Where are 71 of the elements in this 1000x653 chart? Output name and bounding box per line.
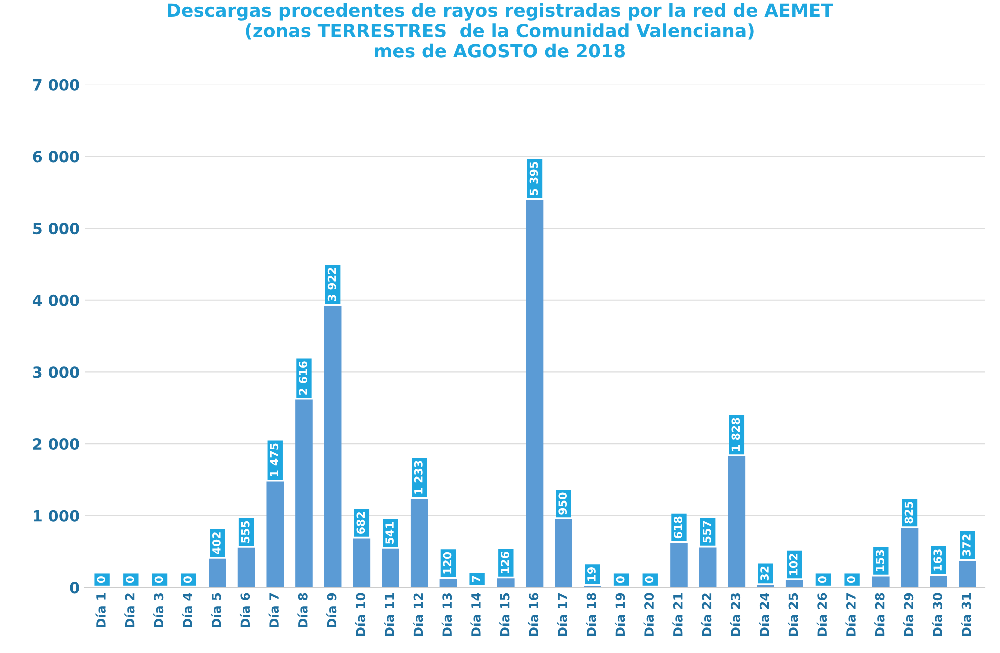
data-label: 19 [588, 568, 596, 582]
data-label: 0 [818, 576, 827, 584]
y-tick-label: 3 000 [33, 366, 80, 378]
chart-title: Descargas procedentes de rayos registradas por la red de AEMET (zonas TERRESTRES de la Comunidad Valenciana) mes de AGOSTO de 2018 [168, 3, 834, 58]
x-tick-label: Día 11 [384, 593, 394, 636]
data-label: 1 233 [414, 461, 423, 494]
data-label: 555 [242, 521, 250, 543]
x-tick-label: Día 19 [614, 593, 626, 636]
data-label: 557 [703, 521, 712, 543]
x-tick-label: Día 17 [557, 594, 568, 636]
x-tick-label: Día 28 [874, 593, 885, 636]
x-tick-label: Día 24 [759, 593, 770, 636]
data-label: 3 922 [328, 268, 336, 302]
data-label: 1 828 [732, 418, 740, 452]
y-tick-label: 1 000 [34, 510, 80, 522]
data-label: 126 [500, 552, 510, 574]
data-label: 0 [847, 576, 856, 584]
data-label: 0 [616, 576, 625, 584]
data-label: 163 [934, 550, 942, 571]
data-label: 372 [962, 534, 971, 556]
data-label: 32 [760, 566, 769, 581]
data-label: 0 [154, 576, 164, 584]
x-tick-label: Día 4 [182, 593, 192, 628]
x-tick-label: Día 18 [586, 593, 596, 636]
x-tick-label: Día 14 [470, 593, 481, 636]
x-tick-label: Día 10 [355, 593, 366, 636]
x-tick-label: Día 27 [846, 594, 856, 636]
y-tick-label: 0 [70, 582, 80, 594]
data-label: 825 [904, 502, 914, 524]
x-tick-label: Día 30 [932, 593, 942, 636]
x-tick-label: Día 31 [961, 593, 972, 636]
x-tick-label: Día 22 [702, 594, 712, 636]
data-label: 0 [126, 576, 134, 584]
x-tick-label: Día 6 [240, 593, 250, 628]
data-label: 153 [876, 550, 884, 572]
data-label: 7 [472, 576, 480, 582]
y-tick-label: 4 000 [32, 294, 80, 306]
x-tick-label: Día 8 [298, 593, 308, 628]
x-tick-label: Día 15 [500, 593, 510, 636]
x-tick-label: Día 20 [644, 593, 654, 636]
data-label: 682 [356, 512, 366, 534]
x-tick-label: Día 12 [413, 594, 424, 636]
x-tick-label: Día 21 [672, 593, 683, 636]
x-tick-label: Día 7 [268, 594, 280, 628]
data-label: 1 475 [270, 444, 279, 476]
x-tick-label: Día 25 [788, 593, 798, 636]
data-label: 0 [645, 576, 654, 584]
data-label: 618 [674, 516, 682, 539]
x-tick-label: Día 26 [816, 593, 828, 636]
y-tick-label: 7 000 [33, 79, 80, 91]
x-tick-label: Día 16 [528, 593, 539, 636]
x-tick-label: Día 3 [153, 594, 164, 628]
x-tick-label: Día 1 [96, 593, 106, 628]
data-label: 950 [558, 492, 568, 515]
x-tick-label: Día 9 [326, 593, 337, 628]
x-tick-label: Día 29 [903, 593, 914, 636]
data-label: 402 [212, 532, 221, 554]
data-label: 102 [789, 554, 798, 576]
x-tick-label: Día 2 [124, 594, 135, 628]
x-tick-label: Día 5 [211, 593, 222, 628]
data-label: 0 [184, 576, 192, 584]
y-tick-label: 2 000 [34, 438, 80, 450]
x-tick-label: Día 13 [442, 594, 452, 636]
data-label: 5 395 [530, 162, 538, 196]
data-label: 541 [386, 522, 394, 544]
data-label: 120 [443, 552, 452, 574]
y-tick-label: 6 000 [33, 151, 80, 163]
data-label: 0 [97, 576, 106, 584]
y-tick-label: 5 000 [33, 223, 80, 235]
x-tick-label: Día 23 [730, 594, 741, 636]
data-label: 2 616 [299, 362, 308, 395]
